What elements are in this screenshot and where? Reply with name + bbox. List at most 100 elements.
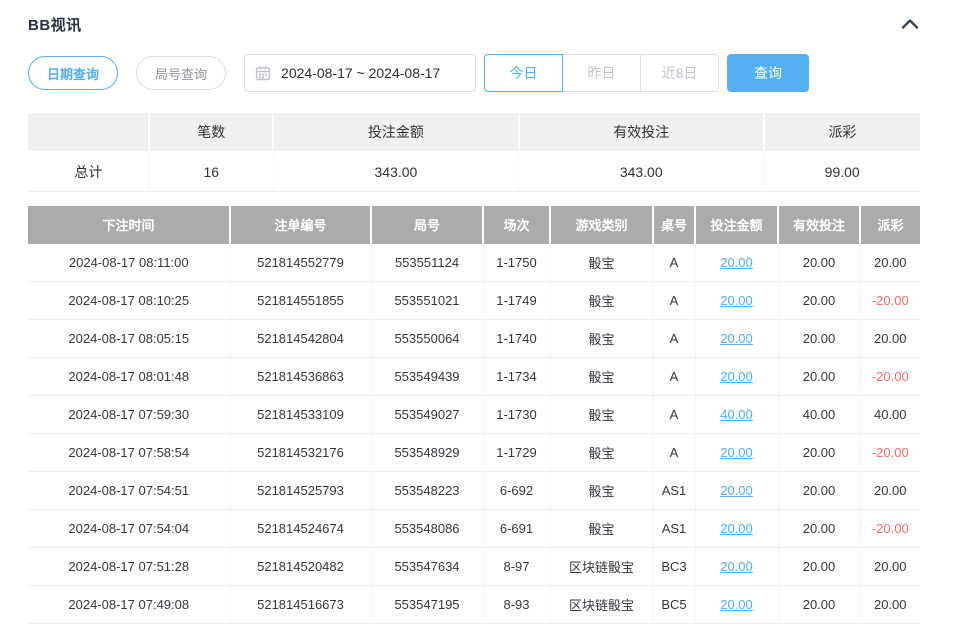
cell-valid-bet: 20.00 <box>778 433 861 472</box>
summary-total-row: 总计 16 343.00 343.00 99.00 <box>28 152 920 192</box>
table-row: 2024-08-17 07:49:08 521814516673 553547195… <box>28 585 920 624</box>
cell-payout: 20.00 <box>860 471 920 510</box>
summary-header-row: 笔数 投注金额 有效投注 派彩 <box>28 113 920 153</box>
tab-date-query[interactable]: 日期查询 <box>28 56 119 90</box>
cell-order-id: 521814524674 <box>230 509 372 548</box>
bet-amount-link[interactable]: 20.00 <box>720 521 753 536</box>
cell-order-id: 521814525793 <box>230 471 372 510</box>
cell-table-id: A <box>653 357 696 396</box>
cell-valid-bet: 20.00 <box>778 585 861 624</box>
cell-round-id: 553550064 <box>371 319 484 358</box>
cell-round-id: 553548086 <box>371 509 484 548</box>
col-header-game-type: 游戏类别 <box>549 205 653 244</box>
cell-game-type: 骰宝 <box>550 357 654 396</box>
bet-amount-link[interactable]: 40.00 <box>720 407 753 422</box>
cell-game-type: 骰宝 <box>550 319 654 358</box>
cell-session: 1-1750 <box>483 243 551 282</box>
cell-valid-bet: 20.00 <box>778 509 861 548</box>
cell-payout: -20.00 <box>860 281 920 320</box>
cell-bet-amount: 20.00 <box>695 281 779 320</box>
quick-range-last8days-button[interactable]: 近8日 <box>640 54 720 92</box>
cell-order-id: 521814533109 <box>230 395 372 434</box>
bet-amount-link[interactable]: 20.00 <box>720 597 753 612</box>
cell-payout: -20.00 <box>860 433 920 472</box>
cell-session: 1-1729 <box>483 433 551 472</box>
cell-table-id: A <box>653 281 696 320</box>
cell-round-id: 553548929 <box>371 433 484 472</box>
table-row: 2024-08-17 07:54:04 521814524674 553548086… <box>28 509 920 548</box>
date-range-input[interactable]: 2024-08-17 ~ 2024-08-17 <box>244 54 477 92</box>
cell-payout: 40.00 <box>860 395 920 434</box>
summary-total-label: 总计 <box>28 152 150 192</box>
cell-valid-bet: 20.00 <box>778 243 861 282</box>
cell-round-id: 553549027 <box>371 395 484 434</box>
cell-bet-time: 2024-08-17 08:10:25 <box>28 281 231 320</box>
cell-valid-bet: 40.00 <box>778 395 861 434</box>
summary-header-bet-amount: 投注金额 <box>272 113 519 153</box>
cell-session: 8-97 <box>483 547 551 586</box>
bet-amount-link[interactable]: 20.00 <box>720 369 753 384</box>
cell-session: 1-1734 <box>483 357 551 396</box>
cell-game-type: 骰宝 <box>550 281 654 320</box>
table-row: 2024-08-17 08:11:00 521814552779 553551124… <box>28 243 920 282</box>
col-header-payout: 派彩 <box>859 205 920 244</box>
cell-order-id: 521814552779 <box>230 243 372 282</box>
cell-round-id: 553551021 <box>371 281 484 320</box>
cell-payout: 20.00 <box>860 319 920 358</box>
cell-table-id: A <box>653 433 696 472</box>
cell-bet-amount: 20.00 <box>695 433 779 472</box>
cell-valid-bet: 20.00 <box>778 357 861 396</box>
cell-bet-time: 2024-08-17 07:49:08 <box>28 585 231 624</box>
col-header-bet-time: 下注时间 <box>28 205 230 244</box>
cell-bet-amount: 20.00 <box>695 547 779 586</box>
tab-round-query[interactable]: 局号查询 <box>136 56 227 90</box>
cell-order-id: 521814516673 <box>230 585 372 624</box>
cell-valid-bet: 20.00 <box>778 281 861 320</box>
quick-range-yesterday-button[interactable]: 昨日 <box>562 54 642 92</box>
summary-table: 笔数 投注金额 有效投注 派彩 总计 16 343.00 343.00 99.0… <box>28 113 920 192</box>
cell-payout: 20.00 <box>860 585 920 624</box>
cell-bet-amount: 20.00 <box>695 243 779 282</box>
cell-bet-time: 2024-08-17 07:54:04 <box>28 509 231 548</box>
cell-bet-time: 2024-08-17 08:11:00 <box>28 243 231 282</box>
cell-bet-amount: 20.00 <box>695 585 779 624</box>
bet-amount-link[interactable]: 20.00 <box>720 559 753 574</box>
summary-header-valid-bet: 有效投注 <box>517 113 764 153</box>
summary-payout-value: 99.00 <box>763 152 920 192</box>
summary-count-value: 16 <box>149 152 274 192</box>
cell-valid-bet: 20.00 <box>778 471 861 510</box>
cell-bet-time: 2024-08-17 08:05:15 <box>28 319 231 358</box>
cell-round-id: 553548223 <box>371 471 484 510</box>
cell-game-type: 骰宝 <box>550 395 654 434</box>
cell-valid-bet: 20.00 <box>778 547 861 586</box>
cell-game-type: 骰宝 <box>550 243 654 282</box>
bet-amount-link[interactable]: 20.00 <box>720 331 753 346</box>
cell-game-type: 骰宝 <box>550 433 654 472</box>
calendar-icon <box>255 65 271 81</box>
bet-amount-link[interactable]: 20.00 <box>720 445 753 460</box>
collapse-panel-button[interactable] <box>900 14 920 34</box>
bet-amount-link[interactable]: 20.00 <box>720 293 753 308</box>
cell-session: 6-691 <box>483 509 551 548</box>
cell-bet-amount: 40.00 <box>695 395 779 434</box>
page-title: BB视讯 <box>28 16 82 34</box>
query-button[interactable]: 查询 <box>727 54 810 92</box>
cell-session: 6-692 <box>483 471 551 510</box>
cell-table-id: BC5 <box>653 585 696 624</box>
cell-round-id: 553549439 <box>371 357 484 396</box>
filter-bar: 日期查询 局号查询 2024-08-17 ~ 2024-08-17 今日 <box>28 54 920 92</box>
bet-amount-link[interactable]: 20.00 <box>720 483 753 498</box>
quick-range-today-button[interactable]: 今日 <box>484 54 564 92</box>
cell-order-id: 521814551855 <box>230 281 372 320</box>
table-row: 2024-08-17 08:05:15 521814542804 553550064… <box>28 319 920 358</box>
records-body: 2024-08-17 08:11:00 521814552779 553551124… <box>28 243 920 624</box>
bet-amount-link[interactable]: 20.00 <box>720 254 753 270</box>
col-header-order-id: 注单编号 <box>229 205 371 244</box>
cell-session: 1-1740 <box>483 319 551 358</box>
records-table: 下注时间 注单编号 局号 场次 游戏类别 桌号 投注金额 有效投注 派彩 202… <box>28 205 920 624</box>
cell-game-type: 区块链骰宝 <box>550 547 654 586</box>
cell-order-id: 521814532176 <box>230 433 372 472</box>
col-header-bet-amount: 投注金额 <box>694 205 778 244</box>
summary-header-empty <box>28 113 150 153</box>
